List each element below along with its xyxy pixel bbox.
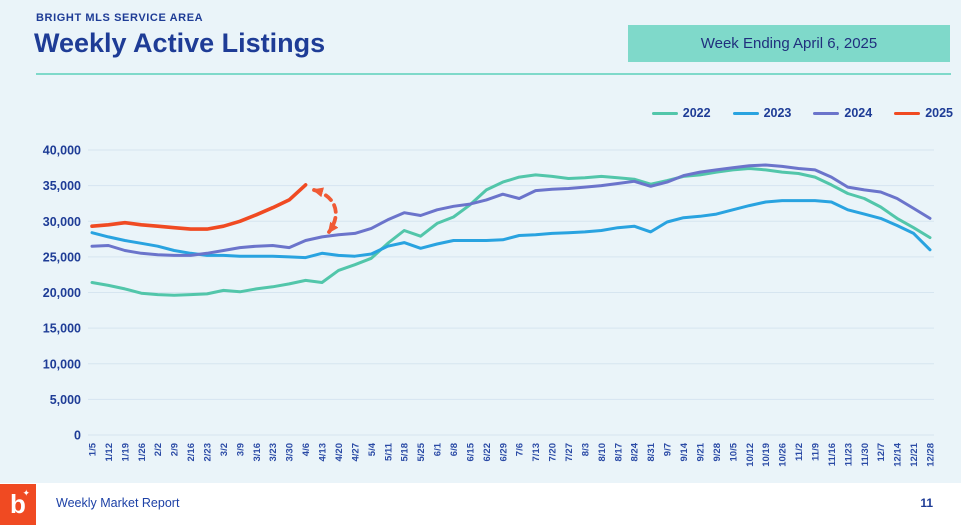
x-axis-tick-label: 11/23	[843, 443, 854, 466]
x-axis-tick-label: 6/1	[433, 442, 444, 456]
x-axis-tick-label: 11/2	[794, 443, 805, 461]
x-axis-tick-label: 7/13	[531, 443, 542, 462]
x-axis-tick-label: 7/20	[548, 443, 559, 462]
x-axis-tick-label: 9/7	[663, 443, 674, 456]
x-axis-tick-label: 3/9	[235, 443, 246, 456]
series-line-2023	[90, 199, 932, 260]
week-ending-badge: Week Ending April 6, 2025	[628, 25, 950, 62]
page-number: 11	[920, 496, 933, 510]
series-line-2022	[90, 167, 932, 297]
x-axis-tick-label: 8/10	[597, 443, 608, 462]
x-axis-tick-label: 9/28	[712, 443, 723, 462]
y-axis-tick-label: 25,000	[43, 250, 81, 264]
x-axis-tick-label: 9/14	[679, 442, 690, 461]
x-axis-tick-label: 5/4	[367, 442, 378, 456]
x-axis-tick-label: 8/3	[580, 443, 591, 456]
chart-legend: 2022 2023 2024 2025	[651, 106, 953, 120]
logo-letter: b	[10, 489, 26, 519]
legend-swatch-2022	[651, 111, 678, 115]
x-axis-tick-label: 12/14	[893, 442, 904, 466]
legend-label: 2022	[682, 106, 711, 120]
footer-report-name: Weekly Market Report	[56, 496, 180, 510]
x-axis-tick-label: 6/29	[498, 443, 509, 462]
x-axis-tick-label: 8/31	[646, 442, 657, 461]
x-axis-tick-label: 6/15	[465, 442, 476, 461]
x-axis-tick-label: 4/27	[350, 443, 361, 462]
report-eyebrow: BRIGHT MLS SERVICE AREA	[36, 12, 204, 24]
x-axis-tick-label: 5/11	[383, 442, 394, 461]
legend-item-2022: 2022	[651, 106, 711, 120]
x-axis-tick-label: 2/9	[170, 443, 181, 456]
legend-label: 2024	[844, 106, 873, 120]
x-axis-tick-label: 5/18	[400, 443, 411, 462]
x-axis-tick-label: 1/12	[104, 443, 115, 462]
x-axis-tick-label: 1/26	[137, 443, 148, 462]
series-line-2024	[90, 163, 932, 257]
x-axis-tick-label: 6/22	[482, 443, 493, 462]
x-axis-tick-label: 4/13	[318, 443, 329, 462]
legend-label: 2025	[925, 106, 953, 120]
legend-swatch-2023	[732, 111, 759, 115]
x-axis-tick-label: 12/7	[876, 443, 887, 462]
x-axis-tick-label: 7/6	[515, 443, 526, 456]
x-axis-tick-label: 11/9	[810, 443, 821, 461]
brightmls-logo: b ✦	[0, 484, 36, 525]
x-axis-tick-label: 4/6	[301, 443, 312, 456]
y-axis-tick-label: 10,000	[43, 357, 81, 371]
x-axis-tick-label: 5/25	[416, 442, 427, 461]
weekly-active-listings-chart: 0 5,000 10,000 15,000 20,000 25,000 30,000 35,0…	[43, 144, 937, 467]
y-axis-tick-label: 15,000	[43, 322, 81, 336]
x-axis-tick-label: 8/24	[630, 442, 641, 461]
x-axis-tick-label: 12/21	[909, 442, 920, 466]
title-divider	[36, 73, 951, 75]
x-axis-tick-label: 11/30	[860, 443, 871, 466]
x-axis-tick-label: 3/23	[268, 443, 279, 462]
legend-swatch-2024	[813, 111, 840, 115]
x-axis-tick-label: 2/23	[203, 443, 214, 462]
y-axis-tick-label: 35,000	[43, 179, 81, 193]
x-axis-tick-label: 11/16	[827, 443, 838, 466]
x-axis-tick-label: 7/27	[564, 443, 575, 462]
report-page: BRIGHT MLS SERVICE AREA Weekly Active Li…	[34, 12, 953, 467]
footer: b ✦ Weekly Market Report 11	[0, 483, 961, 525]
x-axis-tick-label: 12/28	[926, 443, 937, 467]
logo-sparkle-icon: ✦	[22, 488, 30, 498]
x-axis-tick-label: 10/5	[728, 442, 739, 461]
x-axis-tick-label: 4/20	[334, 443, 345, 462]
x-axis-tick-label: 3/30	[285, 443, 296, 462]
legend-item-2025: 2025	[894, 106, 953, 120]
x-axis-tick-label: 8/17	[613, 443, 624, 462]
x-axis-tick-label: 1/19	[120, 443, 131, 462]
y-axis-tick-label: 5,000	[50, 393, 81, 407]
x-axis-tick-label: 3/2	[219, 443, 230, 456]
legend-label: 2023	[763, 106, 792, 120]
x-axis-tick-label: 10/12	[745, 443, 756, 467]
x-axis-tick-label: 6/8	[449, 443, 460, 456]
legend-item-2024: 2024	[813, 106, 872, 120]
series-line-2025	[90, 183, 308, 231]
x-axis-tick-label: 10/26	[778, 443, 789, 467]
legend-item-2023: 2023	[732, 106, 792, 120]
x-axis-tick-label: 3/16	[252, 443, 263, 462]
x-axis-tick-label: 10/19	[761, 443, 772, 467]
y-axis-tick-label: 30,000	[43, 215, 81, 229]
legend-swatch-2025	[894, 111, 921, 115]
yoy-comparison-arrow	[312, 187, 339, 234]
page-title: Weekly Active Listings	[34, 28, 326, 58]
x-axis-tick-label: 2/16	[186, 443, 197, 462]
x-axis-tick-label: 1/5	[88, 442, 99, 456]
y-axis-tick-label: 20,000	[43, 286, 81, 300]
x-axis-tick-label: 9/21	[695, 442, 706, 461]
y-axis-tick-label: 40,000	[43, 144, 81, 158]
x-axis-tick-label: 2/2	[153, 443, 164, 456]
y-axis-tick-label: 0	[74, 429, 81, 443]
